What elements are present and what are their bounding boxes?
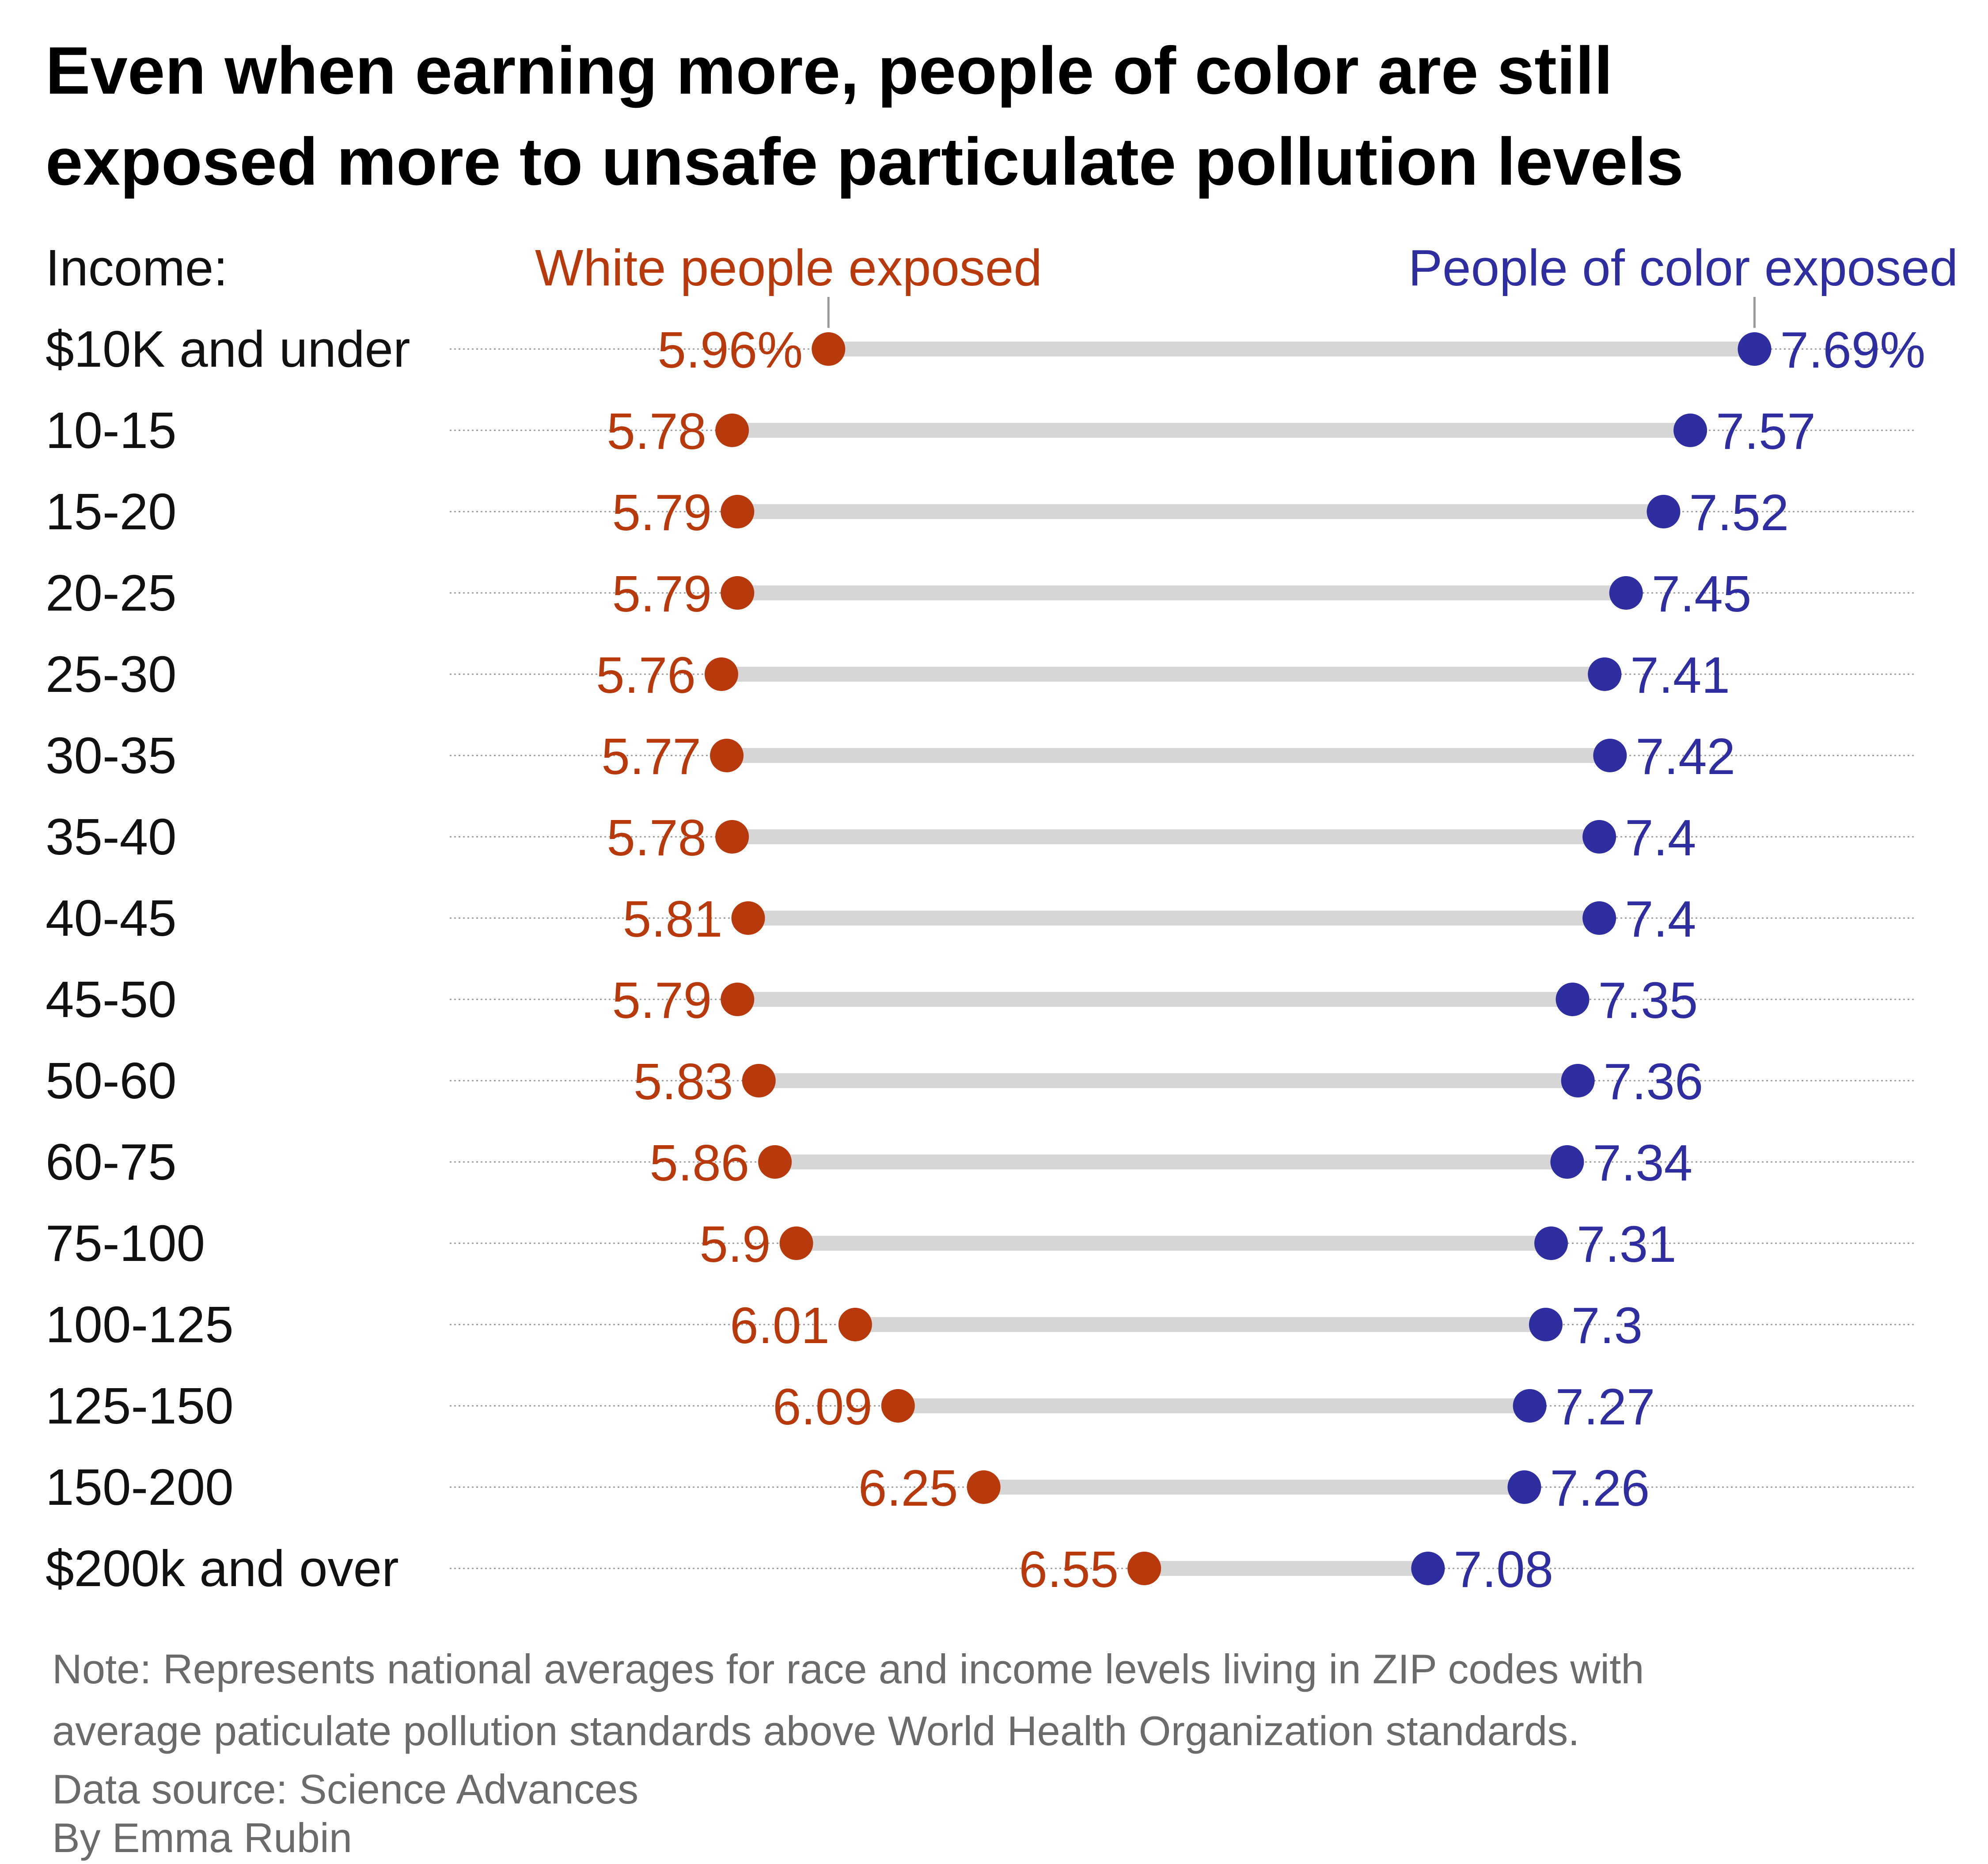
income-label: 50-60	[46, 1052, 177, 1109]
poc-exposure-dot	[1673, 414, 1707, 447]
poc-exposure-label: 7.36	[1604, 1053, 1703, 1110]
income-label: 100-125	[46, 1296, 234, 1353]
white-exposure-dot	[721, 576, 755, 610]
poc-exposure-label: 7.35	[1598, 972, 1698, 1029]
white-exposure-dot	[721, 495, 755, 528]
poc-exposure-dot	[1738, 332, 1772, 366]
data-source: Data source: Science Advances	[52, 1766, 638, 1812]
income-label: $200k and over	[46, 1540, 399, 1597]
white-exposure-dot	[967, 1470, 1001, 1504]
poc-exposure-label: 7.3	[1571, 1297, 1643, 1354]
white-exposure-label: 5.86	[649, 1134, 749, 1192]
footnote-line-1: Note: Represents national averages for r…	[52, 1646, 1644, 1692]
white-exposure-label: 5.79	[612, 484, 712, 541]
poc-exposure-dot	[1555, 983, 1590, 1016]
white-exposure-label: 5.96%	[657, 321, 803, 379]
poc-exposure-label: 7.45	[1652, 565, 1752, 623]
footnote-line-2: average paticulate pollution standards a…	[52, 1708, 1579, 1754]
poc-exposure-label: 7.08	[1453, 1541, 1553, 1598]
income-label: 40-45	[46, 889, 177, 947]
poc-exposure-dot	[1582, 820, 1616, 854]
white-exposure-dot	[881, 1389, 915, 1423]
white-exposure-label: 6.01	[730, 1297, 830, 1354]
white-exposure-label: 5.83	[634, 1053, 733, 1110]
white-exposure-label: 5.78	[607, 402, 706, 460]
chart-title-line-1: Even when earning more, people of color …	[46, 33, 1613, 108]
white-exposure-label: 5.78	[607, 809, 706, 866]
white-exposure-dot	[1127, 1552, 1161, 1585]
income-label: 20-25	[46, 564, 177, 622]
poc-exposure-dot	[1593, 739, 1627, 772]
poc-exposure-label: 7.26	[1550, 1459, 1650, 1517]
income-label: 150-200	[46, 1458, 234, 1516]
poc-exposure-dot	[1582, 901, 1616, 935]
poc-exposure-label: 7.52	[1689, 484, 1789, 541]
white-exposure-label: 5.76	[596, 646, 696, 704]
white-exposure-dot	[704, 657, 738, 691]
poc-exposure-dot	[1529, 1308, 1563, 1341]
income-label: $10K and under	[46, 320, 410, 378]
poc-exposure-dot	[1561, 1064, 1595, 1097]
poc-exposure-dot	[1513, 1389, 1547, 1423]
white-exposure-label: 6.55	[1019, 1541, 1119, 1598]
poc-exposure-label: 7.4	[1625, 890, 1696, 948]
white-exposure-label: 5.79	[612, 972, 712, 1029]
white-exposure-dot	[721, 983, 755, 1016]
white-exposure-dot	[742, 1064, 776, 1097]
poc-exposure-dot	[1550, 1145, 1584, 1179]
income-label: 15-20	[46, 483, 177, 540]
income-label: 30-35	[46, 727, 177, 784]
income-label: 125-150	[46, 1377, 234, 1435]
white-exposure-dot	[838, 1308, 872, 1341]
income-label: 25-30	[46, 645, 177, 703]
white-exposure-label: 5.9	[699, 1215, 770, 1273]
income-header: Income:	[46, 239, 228, 296]
poc-exposure-label: 7.42	[1635, 728, 1735, 785]
income-label: 10-15	[46, 402, 177, 459]
poc-exposure-dot	[1507, 1470, 1541, 1504]
white-exposure-dot	[779, 1226, 813, 1260]
poc-exposure-label: 7.31	[1577, 1215, 1677, 1273]
plot-area: $10K and under 5.96% 7.69% 10-15 5.78 7.57 15-…	[46, 297, 1925, 1598]
income-label: 35-40	[46, 808, 177, 866]
income-label: 45-50	[46, 971, 177, 1028]
white-exposure-dot	[715, 414, 749, 447]
white-exposure-label: 5.79	[612, 565, 712, 623]
poc-exposure-label: 7.69%	[1780, 321, 1925, 379]
white-exposure-label: 5.81	[623, 890, 723, 948]
poc-exposure-label: 7.4	[1625, 809, 1696, 866]
chart-title-line-2: exposed more to unsafe particulate pollu…	[46, 124, 1684, 199]
legend-poc-label: People of color exposed	[1408, 239, 1958, 296]
poc-exposure-dot	[1534, 1226, 1568, 1260]
poc-exposure-label: 7.57	[1716, 402, 1816, 460]
poc-exposure-label: 7.34	[1593, 1134, 1692, 1192]
income-label: 60-75	[46, 1133, 177, 1191]
poc-exposure-dot	[1647, 495, 1681, 528]
white-exposure-dot	[758, 1145, 792, 1179]
white-exposure-dot	[731, 901, 765, 935]
income-label: 75-100	[46, 1215, 205, 1272]
legend-white-label: White people exposed	[535, 239, 1042, 296]
byline: By Emma Rubin	[52, 1815, 352, 1861]
poc-exposure-dot	[1609, 576, 1643, 610]
white-exposure-label: 6.09	[773, 1378, 873, 1435]
white-exposure-dot	[710, 739, 744, 772]
white-exposure-dot	[812, 332, 846, 366]
poc-exposure-label: 7.27	[1555, 1378, 1655, 1435]
poc-exposure-dot	[1411, 1552, 1445, 1585]
white-exposure-dot	[715, 820, 749, 854]
poc-exposure-dot	[1588, 657, 1622, 691]
poc-exposure-label: 7.41	[1630, 646, 1730, 704]
white-exposure-label: 5.77	[601, 728, 701, 785]
white-exposure-label: 6.25	[858, 1459, 958, 1517]
